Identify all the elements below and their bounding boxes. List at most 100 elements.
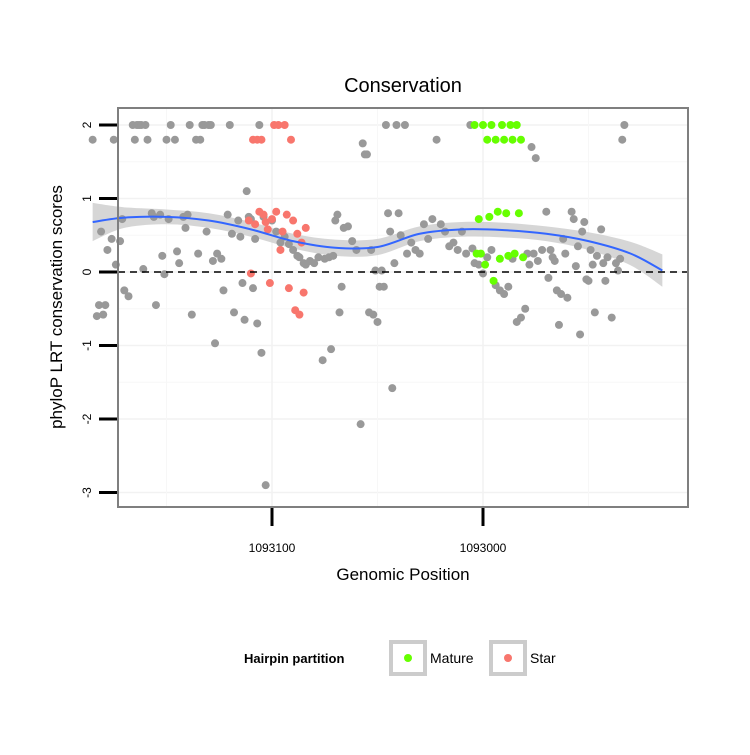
point-other-176 [590,308,599,317]
point-other-187 [620,121,629,129]
point-other-184 [614,266,623,275]
point-other-169 [576,330,585,339]
smooth-confidence-band [92,202,663,287]
chart-title: Conservation [344,75,462,97]
point-mature-3 [476,249,485,258]
point-other-35 [181,223,190,232]
point-other-58 [238,279,247,288]
legend-label-star: Star [530,650,556,666]
point-other-131 [462,249,471,258]
point-mature-15 [502,209,511,218]
point-other-107 [379,282,388,291]
y-axis-title: phyloP LRT conservation scores [47,185,66,429]
point-other-75 [289,245,298,254]
point-star-19 [284,284,293,293]
point-other-116 [400,121,409,129]
point-other-31 [170,135,179,144]
point-star-1 [246,269,255,278]
point-other-109 [384,209,393,218]
point-mature-6 [483,135,492,144]
point-other-170 [578,227,587,236]
point-other-47 [208,256,217,265]
point-other-182 [607,313,616,322]
point-other-94 [348,237,357,246]
point-mature-16 [504,251,513,260]
point-other-87 [329,251,338,260]
point-mature-23 [519,253,528,262]
point-star-3 [251,220,260,229]
point-other-111 [388,384,397,393]
point-other-82 [314,253,323,262]
point-other-90 [335,308,344,317]
point-star-23 [293,229,302,238]
legend-key-mature [389,640,427,676]
point-mature-20 [512,121,521,129]
point-other-21 [143,135,152,144]
point-star-9 [263,225,272,234]
confidence-band [92,202,663,287]
point-other-38 [187,310,196,319]
point-other-181 [603,253,612,262]
point-mature-4 [479,121,487,129]
point-other-121 [419,220,428,229]
point-other-77 [295,253,304,262]
point-other-15 [130,135,139,144]
y-tick-label-3: -1 [80,340,94,351]
point-mature-0 [470,121,479,129]
point-other-57 [236,232,245,241]
point-other-175 [588,260,597,269]
point-other-117 [403,249,412,258]
point-mature-5 [481,260,490,269]
point-other-113 [392,121,401,129]
y-tick-label-2: 0 [80,268,94,275]
point-other-179 [599,259,608,268]
point-other-7 [107,234,116,243]
point-other-167 [571,262,580,271]
smooth-line-path [92,215,663,272]
x-tick-label-1: 1093000 [460,541,507,555]
point-other-104 [373,317,382,326]
point-other-146 [521,304,530,313]
point-mature-10 [491,135,500,144]
point-other-141 [500,290,509,299]
point-star-24 [295,310,304,319]
point-other-149 [527,143,536,152]
point-other-2 [94,301,103,310]
point-other-93 [343,222,352,231]
point-other-164 [563,293,572,302]
point-star-11 [268,215,276,224]
point-other-174 [586,245,595,254]
point-mature-19 [510,249,519,258]
gridlines [118,108,688,507]
point-other-158 [550,256,559,265]
point-other-40 [194,249,203,258]
point-star-6 [257,135,266,144]
point-other-186 [618,135,627,144]
point-other-71 [272,227,281,236]
point-other-97 [358,139,367,148]
point-other-66 [255,121,264,129]
point-other-13 [124,292,133,301]
point-other-3 [97,227,106,236]
point-other-8 [109,135,118,144]
point-other-72 [276,238,285,247]
point-other-142 [504,282,513,291]
point-other-0 [88,135,97,144]
y-axis: 2 1 0 -1 -2 -3 [80,121,117,498]
point-mature-12 [495,254,504,263]
legend: Hairpin partition Mature Star [244,640,556,676]
point-other-129 [453,245,462,254]
point-other-11 [118,215,127,224]
point-other-89 [333,210,342,219]
point-other-1 [92,312,101,321]
point-other-166 [569,215,578,224]
plot-background [118,108,688,507]
point-star-14 [274,121,283,129]
point-other-81 [310,259,319,268]
point-star-13 [272,207,281,216]
point-other-128 [449,238,458,247]
point-star-7 [259,210,268,219]
point-star-20 [286,135,295,144]
point-other-65 [253,319,262,328]
